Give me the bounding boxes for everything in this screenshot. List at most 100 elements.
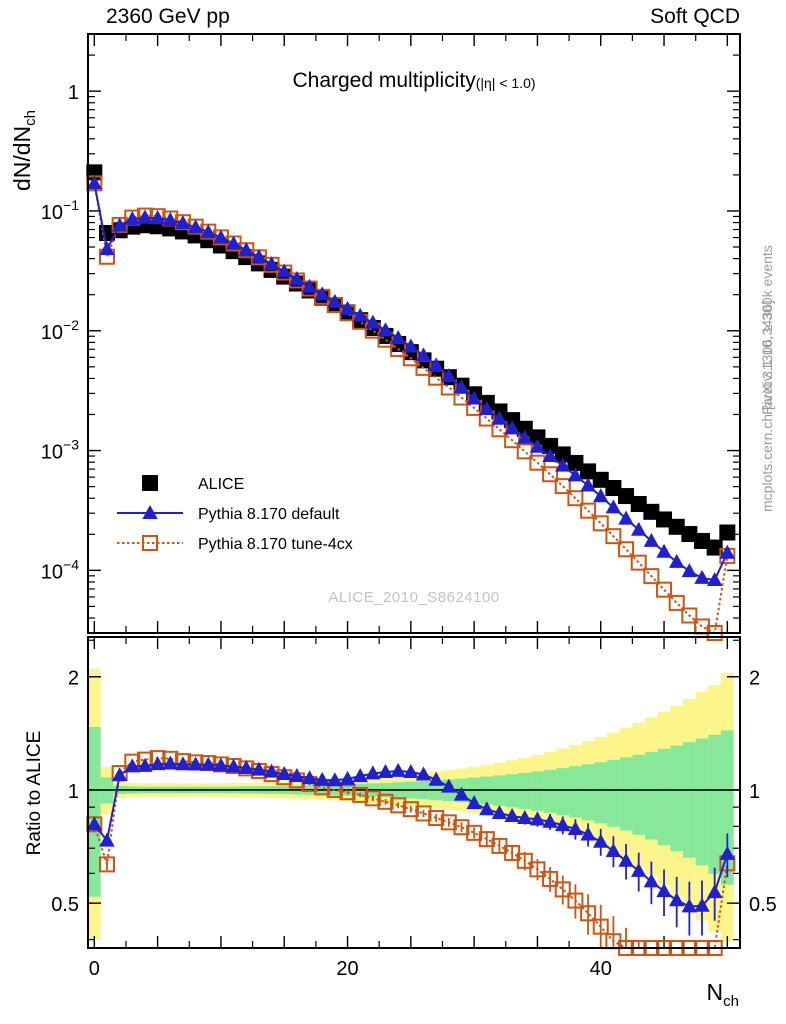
uncertainty-bin (632, 754, 646, 835)
data-marker-square (668, 518, 685, 535)
data-marker-triangle (706, 884, 723, 899)
data-marker-square (592, 471, 609, 488)
data-marker-open-square (554, 478, 571, 495)
data-marker-triangle (542, 813, 558, 828)
ratio-series-pythia-8-170-default (86, 755, 736, 936)
uncertainty-bin (581, 764, 595, 821)
data-marker-open-square (643, 568, 660, 585)
data-marker-triangle (327, 293, 343, 308)
data-marker-open-square (668, 594, 685, 611)
data-marker-triangle (99, 241, 115, 256)
data-marker-triangle (339, 300, 356, 315)
data-marker-square (542, 437, 559, 454)
data-marker-triangle (124, 758, 141, 773)
data-marker-square (681, 526, 698, 543)
data-marker-triangle (99, 832, 115, 847)
data-marker-triangle (479, 801, 495, 816)
uncertainty-bin (721, 730, 734, 885)
main-y-axis-label: dN/dNch (9, 110, 39, 191)
data-marker-triangle (175, 756, 191, 771)
data-marker-open-square (567, 490, 584, 507)
data-marker-triangle (542, 447, 558, 462)
data-marker-open-square (415, 805, 432, 822)
uncertainty-bin (708, 734, 722, 874)
data-marker-triangle (580, 826, 596, 841)
data-marker-triangle (593, 488, 609, 503)
data-marker-triangle (441, 368, 457, 383)
data-marker-triangle (504, 420, 520, 435)
uncertainty-bin (695, 738, 709, 866)
main-y-tick-label: 1 (68, 82, 79, 104)
data-marker-open-square (605, 528, 622, 545)
data-marker-triangle (390, 762, 406, 777)
data-marker-triangle (491, 410, 508, 425)
legend-entry-0: ALICE (142, 475, 244, 493)
data-marker-triangle (314, 286, 330, 301)
data-marker-triangle (162, 755, 178, 770)
data-marker-triangle (276, 263, 292, 278)
data-marker-open-square (428, 810, 445, 827)
x-tick-label: 20 (336, 958, 358, 980)
data-marker-triangle (605, 499, 622, 514)
data-marker-triangle (162, 211, 178, 226)
data-marker-triangle (289, 767, 305, 782)
data-marker-open-square (98, 856, 115, 873)
data-marker-triangle (681, 898, 698, 913)
data-marker-open-square (630, 554, 647, 571)
data-marker-square (656, 511, 673, 528)
uncertainty-bin (619, 757, 633, 831)
data-marker-square (630, 496, 647, 513)
data-marker-triangle (479, 401, 495, 416)
main-y-tick-label: 10−4 (41, 556, 79, 583)
data-marker-triangle (618, 852, 634, 867)
data-marker-triangle (441, 778, 457, 793)
data-marker-triangle (339, 770, 356, 785)
data-marker-square (605, 479, 622, 496)
svg-text:Ratio to ALICE: Ratio to ALICE (24, 731, 45, 856)
data-marker-triangle (187, 756, 204, 771)
data-marker-open-square (618, 541, 635, 558)
data-marker-triangle (504, 808, 520, 823)
data-marker-triangle (403, 763, 419, 778)
uncertainty-bin (645, 751, 658, 840)
data-marker-triangle (137, 209, 153, 224)
legend-entry-2: Pythia 8.170 tune-4cx (117, 535, 353, 553)
main-y-tick-label: 10−1 (41, 197, 79, 224)
uncertainty-bin (518, 772, 532, 809)
data-marker-triangle (555, 817, 571, 832)
data-marker-triangle (289, 271, 305, 286)
data-marker-triangle (187, 219, 204, 234)
ratio-y-tick-label-left: 2 (68, 668, 79, 690)
data-marker-triangle (529, 438, 546, 453)
data-marker-triangle (352, 768, 368, 783)
data-marker-triangle (86, 175, 103, 190)
data-marker-triangle (428, 357, 444, 372)
ratio-y-tick-label-right: 0.5 (749, 894, 777, 916)
data-marker-open-square (453, 819, 470, 836)
data-marker-triangle (263, 256, 280, 271)
data-marker-triangle (668, 553, 685, 568)
main-plot-panel: 1 10−1 10−2 10−3 10−4 (41, 33, 741, 641)
data-marker-open-square (542, 466, 559, 483)
data-marker-triangle (200, 756, 216, 771)
data-marker-square (554, 446, 571, 463)
data-marker-square (504, 412, 521, 429)
ratio-panel-frame-top (87, 636, 741, 949)
uncertainty-bin (556, 768, 570, 816)
data-marker-triangle (238, 242, 254, 257)
legend-label: Pythia 8.170 default (198, 506, 340, 523)
data-marker-triangle (213, 757, 229, 772)
data-marker-triangle (175, 215, 191, 230)
uncertainty-bin (505, 774, 519, 808)
data-marker-triangle (86, 816, 103, 831)
svg-text:mcplots.cern.ch [arXiv:1306.34: mcplots.cern.ch [arXiv:1306.3436] (759, 300, 775, 512)
data-marker-triangle (111, 217, 128, 232)
data-marker-triangle (580, 477, 596, 492)
header-right-label: Soft QCD (650, 5, 740, 28)
data-marker-triangle (491, 805, 508, 820)
data-marker-triangle (124, 211, 141, 226)
data-marker-triangle (301, 770, 318, 785)
data-marker-triangle (301, 278, 318, 293)
data-marker-triangle (251, 761, 267, 776)
